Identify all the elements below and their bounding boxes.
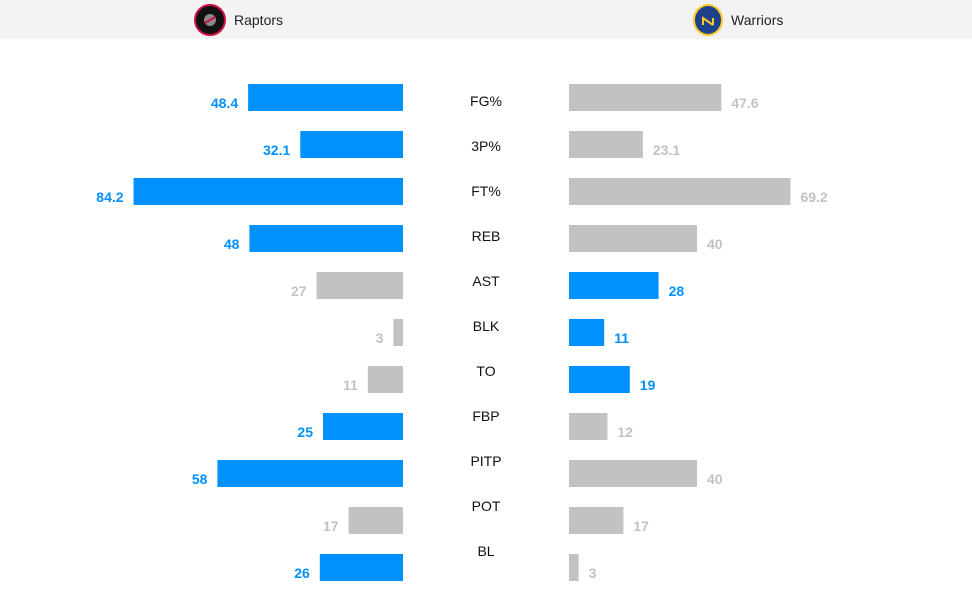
category-label: BLK bbox=[473, 318, 500, 334]
home-value-label: 26 bbox=[294, 565, 310, 581]
away-bar bbox=[569, 225, 697, 252]
header: Raptors Warriors bbox=[0, 0, 972, 39]
home-value-label: 3 bbox=[376, 330, 384, 346]
home-value-label: 32.1 bbox=[263, 142, 290, 158]
home-value-label: 27 bbox=[291, 283, 307, 299]
category-label: 3P% bbox=[471, 138, 501, 154]
home-value-label: 17 bbox=[323, 518, 339, 534]
home-team: Raptors bbox=[194, 0, 283, 39]
home-bar bbox=[300, 131, 403, 158]
away-value-label: 69.2 bbox=[800, 189, 827, 205]
home-bar bbox=[323, 413, 403, 440]
away-bar bbox=[569, 178, 791, 205]
away-team: Warriors bbox=[693, 0, 783, 39]
category-label: BL bbox=[477, 543, 494, 559]
away-value-label: 40 bbox=[707, 236, 723, 252]
raptors-logo-icon bbox=[194, 3, 226, 36]
away-value-label: 47.6 bbox=[731, 95, 758, 111]
away-value-label: 28 bbox=[669, 283, 685, 299]
home-team-name: Raptors bbox=[234, 11, 284, 28]
home-value-label: 48 bbox=[224, 236, 240, 252]
category-label: PITP bbox=[470, 453, 501, 469]
away-bar bbox=[569, 131, 643, 158]
category-label: POT bbox=[472, 498, 501, 514]
home-bar bbox=[133, 178, 403, 205]
home-bar bbox=[367, 366, 403, 393]
away-bar bbox=[569, 366, 630, 393]
home-value-label: 25 bbox=[297, 424, 313, 440]
home-bar bbox=[393, 319, 403, 346]
home-bar bbox=[348, 507, 403, 534]
away-team-name: Warriors bbox=[731, 11, 784, 28]
away-bar bbox=[569, 507, 624, 534]
away-value-label: 23.1 bbox=[653, 142, 680, 158]
category-label: FT% bbox=[471, 183, 501, 199]
home-value-label: 58 bbox=[192, 471, 208, 487]
warriors-logo-icon bbox=[693, 3, 723, 36]
away-bar bbox=[569, 272, 659, 299]
away-bar bbox=[569, 413, 608, 440]
away-value-label: 12 bbox=[617, 424, 633, 440]
away-value-label: 17 bbox=[633, 518, 649, 534]
away-bar bbox=[569, 460, 697, 487]
category-label: FBP bbox=[472, 408, 499, 424]
away-value-label: 11 bbox=[614, 330, 629, 346]
home-bar bbox=[217, 460, 403, 487]
category-label: REB bbox=[472, 228, 501, 244]
away-value-label: 40 bbox=[707, 471, 723, 487]
home-bar bbox=[316, 272, 403, 299]
home-bar bbox=[249, 225, 403, 252]
away-bar bbox=[569, 84, 722, 111]
home-value-label: 48.4 bbox=[211, 95, 238, 111]
category-label: AST bbox=[472, 273, 500, 289]
home-bar bbox=[248, 84, 403, 111]
category-label: FG% bbox=[470, 93, 502, 109]
home-value-label: 84.2 bbox=[96, 189, 123, 205]
category-label: TO bbox=[476, 363, 495, 379]
away-bar bbox=[569, 554, 579, 581]
away-value-label: 19 bbox=[640, 377, 656, 393]
away-bar bbox=[569, 319, 605, 346]
away-value-label: 3 bbox=[589, 565, 597, 581]
home-value-label: 11 bbox=[343, 377, 358, 393]
home-bar bbox=[319, 554, 403, 581]
